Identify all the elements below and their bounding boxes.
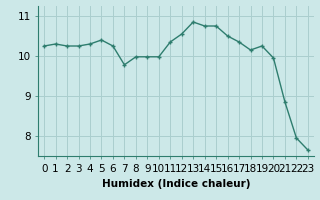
X-axis label: Humidex (Indice chaleur): Humidex (Indice chaleur)	[102, 179, 250, 189]
